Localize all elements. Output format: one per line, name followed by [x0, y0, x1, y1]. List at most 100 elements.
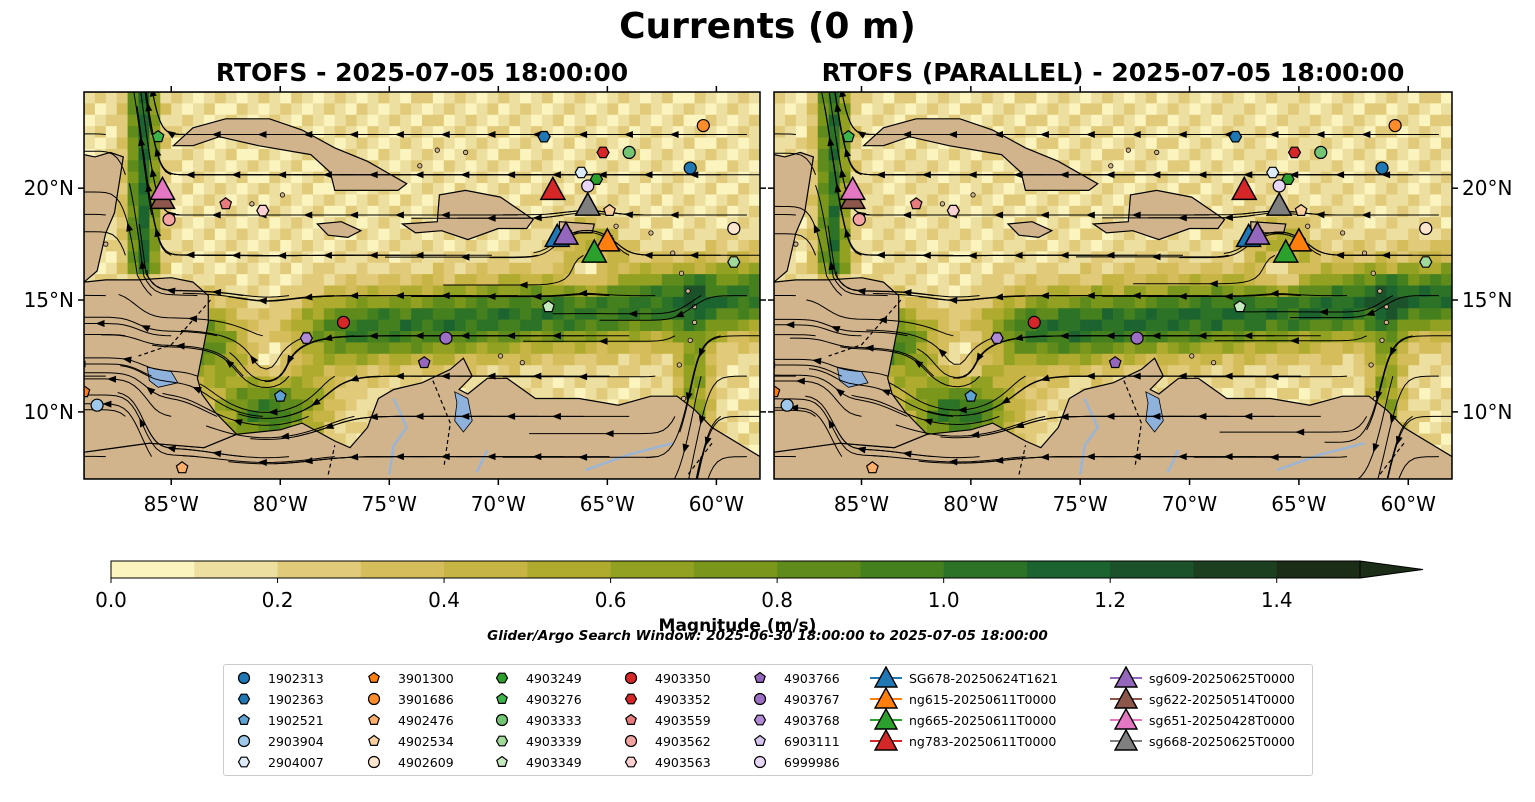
- lon-tick-label: 70°W: [1162, 492, 1217, 516]
- legend-marker-circle-icon: [495, 713, 509, 727]
- legend-item-float: 2903904: [236, 731, 324, 751]
- legend-item-float: 4903352: [623, 689, 711, 709]
- streamline-arrow: [578, 373, 588, 381]
- legend-label: sg609-20250625T0000: [1149, 670, 1295, 686]
- streamline-arrow: [95, 320, 105, 328]
- streamline-arrow: [1365, 309, 1376, 316]
- legend-item-float: 3901300: [366, 668, 454, 688]
- legend-marker-circle-icon: [237, 671, 251, 685]
- float-4902534: [1294, 203, 1308, 216]
- streamline-arrow: [578, 289, 588, 297]
- legend-marker: [754, 734, 766, 746]
- colorbar-bin: [860, 561, 945, 578]
- map-frame: [83, 91, 761, 480]
- legend-label: 2904007: [268, 754, 324, 770]
- legend-item-float: 1902313: [236, 668, 324, 688]
- legend-label: 4903350: [655, 670, 711, 686]
- legend-marker-pentagon-icon: [368, 671, 380, 683]
- land-jamaica: [1006, 221, 1054, 239]
- streamline-arrow: [628, 310, 638, 318]
- streamline-arrow: [212, 450, 222, 458]
- streamline-arrow: [1223, 453, 1233, 461]
- colorbar-bin: [527, 561, 611, 578]
- float-4903563: [256, 204, 270, 217]
- legend-marker-circle-icon: [624, 671, 638, 685]
- streamline-arrow: [856, 131, 867, 139]
- streamline-arrow: [689, 171, 699, 179]
- legend-item-float: 4903559: [623, 710, 711, 730]
- float-6999986: [581, 179, 595, 193]
- streamline-arrow: [1131, 292, 1141, 300]
- streamline-arrow: [827, 136, 835, 147]
- streamline-arrow: [689, 251, 699, 259]
- streamline-arrow: [138, 136, 146, 147]
- float-4902609: [1419, 221, 1433, 236]
- legend-item-float: 4903767: [752, 689, 840, 709]
- streamline-arrow: [126, 222, 134, 232]
- legend-marker-hexagon-icon: [624, 756, 638, 768]
- legend-marker: [496, 692, 508, 704]
- float-4903276: [151, 129, 165, 143]
- legend-marker-hexagon-icon: [495, 735, 509, 747]
- colorbar-tick-label: 0.8: [761, 588, 793, 612]
- legend-marker: [237, 671, 251, 685]
- float-1902363: [1228, 130, 1243, 143]
- legend-marker-circle-icon: [237, 734, 251, 748]
- legend-label: 6999986: [784, 754, 840, 770]
- legend-marker: [624, 734, 638, 748]
- float-4903349: [542, 300, 555, 313]
- lon-tick-label: 65°W: [580, 492, 635, 516]
- legend-marker: [237, 734, 251, 748]
- legend-item-float: 4903563: [623, 752, 711, 772]
- colorbar-bin: [1276, 561, 1361, 578]
- lat-tick-label: 10°N: [24, 400, 74, 424]
- legend-marker: [625, 713, 637, 725]
- colorbar-bin: [777, 561, 861, 578]
- legend: 1902313 1902363 1902521 2903904 2904007 39013…: [223, 664, 1313, 776]
- streamline-arrow: [440, 292, 450, 300]
- legend-item-float: 4902476: [366, 710, 454, 730]
- streamline-arrow: [828, 260, 836, 271]
- colorbar-tick-label: 0.0: [95, 588, 127, 612]
- glider-ng783-20250611T0000: [539, 175, 567, 201]
- colorbar-bin: [1026, 561, 1111, 578]
- panel-title-rtofs-parallel: RTOFS (PARALLEL) - 2025-07-05 18:00:00: [821, 58, 1405, 87]
- legend-item-float: 6903111: [752, 731, 840, 751]
- glider-sg668-20250625T0000: [1265, 191, 1293, 216]
- map-panel-rtofs[interactable]: 85°W 80°W 75°W 70°W 65°W 60°W 20°N 15°N 10°N: [0, 0, 766, 581]
- float-4903768: [990, 332, 1004, 344]
- legend-item-glider: ng665-20250611T0000: [869, 708, 1056, 730]
- legend-marker: [754, 671, 766, 683]
- legend-marker: [624, 756, 638, 768]
- float-4902534: [603, 203, 616, 216]
- lon-tick-label: 80°W: [943, 492, 998, 516]
- argo-floats: [84, 118, 741, 474]
- colorbar-bin: [444, 561, 528, 578]
- streamline-arrow: [604, 430, 614, 438]
- streamline-arrow: [146, 386, 156, 395]
- legend-label: sg668-20250625T0000: [1149, 733, 1295, 749]
- colorbar-tick-label: 1.0: [928, 588, 960, 612]
- lon-tick-label: 75°W: [362, 492, 417, 516]
- colorbar-bin: [610, 561, 695, 578]
- legend-label: 4903276: [526, 691, 582, 707]
- streamline-arrow: [948, 458, 958, 466]
- map-frame: [773, 91, 1453, 480]
- float-4903559: [909, 197, 923, 210]
- colorbar-tick-label: 0.2: [262, 588, 294, 612]
- float-2904007: [574, 166, 588, 179]
- legend-label: 4903563: [655, 754, 711, 770]
- float-1902313: [683, 161, 697, 175]
- map-panel-rtofs-parallel[interactable]: 85°W 80°W 75°W 70°W 65°W 60°W 20°N 15°N 10°N: [643, 0, 1513, 580]
- streamline-arrow: [1361, 211, 1371, 219]
- colorbar-bin: [360, 561, 445, 578]
- float-4903559: [219, 197, 233, 210]
- streamline-arrow: [460, 253, 470, 261]
- streamline-arrow: [188, 315, 198, 323]
- streamline-arrow: [140, 325, 151, 332]
- float-4903562: [162, 212, 176, 227]
- float-1902363: [537, 130, 551, 143]
- lon-tick-label: 70°W: [471, 492, 526, 516]
- legend-item-float: 4903349: [494, 752, 582, 772]
- float-4903339: [1419, 256, 1433, 268]
